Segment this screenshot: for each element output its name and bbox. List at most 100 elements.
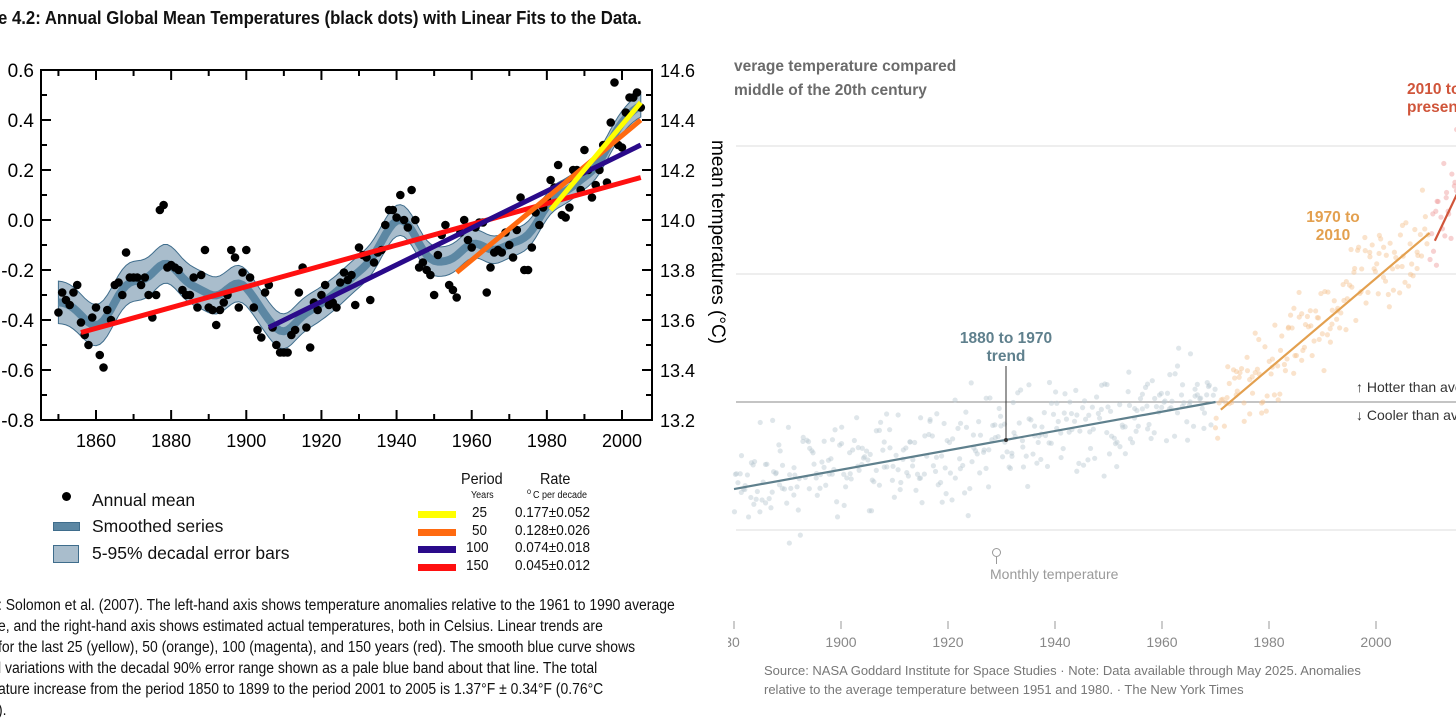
monthly-point [1304,313,1311,320]
monthly-point [850,447,856,453]
x-tick-label: 2000 [602,431,642,451]
monthly-point [972,448,979,454]
monthly-point [745,514,752,520]
annual-mean-point [426,270,435,280]
monthly-point [969,459,975,465]
y-tick-label: -0.8 [1,411,34,432]
fit-line-150 [80,175,642,335]
monthly-point [1151,430,1157,436]
monthly-point [1422,226,1428,232]
arrow-up-icon: ↑ [1356,379,1363,395]
y-tick-label-right: 13.6 [660,311,695,331]
monthly-point [1259,400,1265,406]
legend-smoothed-swatch [53,522,80,531]
monthly-point [1159,404,1165,410]
caption-line: l variations with the decadal 90% error … [0,660,598,677]
monthly-point [847,450,853,456]
monthly-point [838,440,845,447]
monthly-point [797,532,803,538]
monthly-point [968,380,974,386]
monthly-point [1412,226,1418,233]
monthly-point [1102,381,1108,387]
monthly-point [1204,392,1210,398]
monthly-point [1201,410,1208,416]
monthly-point [800,438,806,444]
monthly-point [1204,379,1210,386]
monthly-point [1355,244,1362,250]
monthly-point [1376,250,1382,257]
monthly-point [1386,304,1392,310]
monthly-point [1092,455,1098,461]
ipcc-chart: 0.6 0.4 0.2 0.0 -0.2 -0.4 -0.6 -0.8 14.6 14.4 14.2… [1,61,728,451]
monthly-point [1260,399,1266,405]
monthly-point [1394,264,1401,270]
legend-smoothed-label: Smoothed series [92,516,224,536]
monthly-point [981,447,987,453]
monthly-point [1176,345,1182,351]
legend-fit-period: 100 [466,539,489,556]
monthly-point [732,471,739,477]
monthly-point [1451,183,1456,189]
y-tick-label: 0.2 [8,161,34,182]
monthly-point [868,508,875,514]
monthly-point [1262,344,1268,350]
monthly-point [1080,462,1087,468]
monthly-point [917,475,924,481]
monthly-point [757,509,763,515]
monthly-point [738,489,744,496]
annual-mean-point [486,263,495,272]
monthly-point [881,464,887,470]
y-tick-label-right: 13.4 [660,361,695,381]
trend-label-1880-1970: 1880 to 1970 trend [959,330,1053,365]
monthly-point [863,448,870,454]
annual-mean-point [121,248,131,257]
monthly-point [1171,433,1178,439]
annual-mean-point [606,118,616,127]
monthly-point [947,470,954,476]
annual-mean-point [87,313,97,322]
monthly-point [941,420,947,427]
annual-mean-point [508,253,518,262]
monthly-point [1145,426,1151,432]
annual-mean-point [302,323,311,332]
monthly-point [1282,368,1289,374]
monthly-point [781,486,788,492]
monthly-point [859,445,865,451]
monthly-point [800,434,806,441]
monthly-point [1122,424,1128,430]
monthly-point [1291,370,1297,376]
monthly-point [1435,198,1441,205]
monthly-point [1162,398,1168,404]
monthly-point [1378,236,1384,242]
monthly-point [795,507,801,513]
monthly-point [898,479,904,486]
monthly-point [997,413,1004,419]
monthly-point [1205,383,1212,390]
monthly-point [1353,317,1359,324]
monthly-point [754,488,760,495]
monthly-point [934,411,940,417]
annual-mean-point [392,213,401,222]
monthly-point [1369,242,1375,248]
monthly-point [955,425,961,431]
monthly-point [1201,425,1207,431]
monthly-point [1259,410,1265,416]
monthly-point [1080,405,1086,411]
monthly-point [1393,254,1399,261]
monthly-point [837,442,843,448]
monthly-point [1221,423,1227,429]
monthly-point [1181,400,1187,406]
monthly-point [867,451,873,457]
monthly-point [1322,288,1328,295]
monthly-point [1254,366,1260,372]
ipcc-figure-panel: e 4.2: Annual Global Mean Temperatures (… [0,8,728,719]
monthly-point [1220,396,1226,402]
monthly-point [1275,397,1281,403]
legend-annual-mean-label: Annual mean [92,490,196,510]
monthly-point [1241,418,1247,424]
monthly-point [1442,233,1448,239]
annual-mean-point [102,305,112,315]
monthly-point [1068,410,1075,417]
annual-mean-point [185,290,195,300]
monthly-point [1144,381,1151,387]
